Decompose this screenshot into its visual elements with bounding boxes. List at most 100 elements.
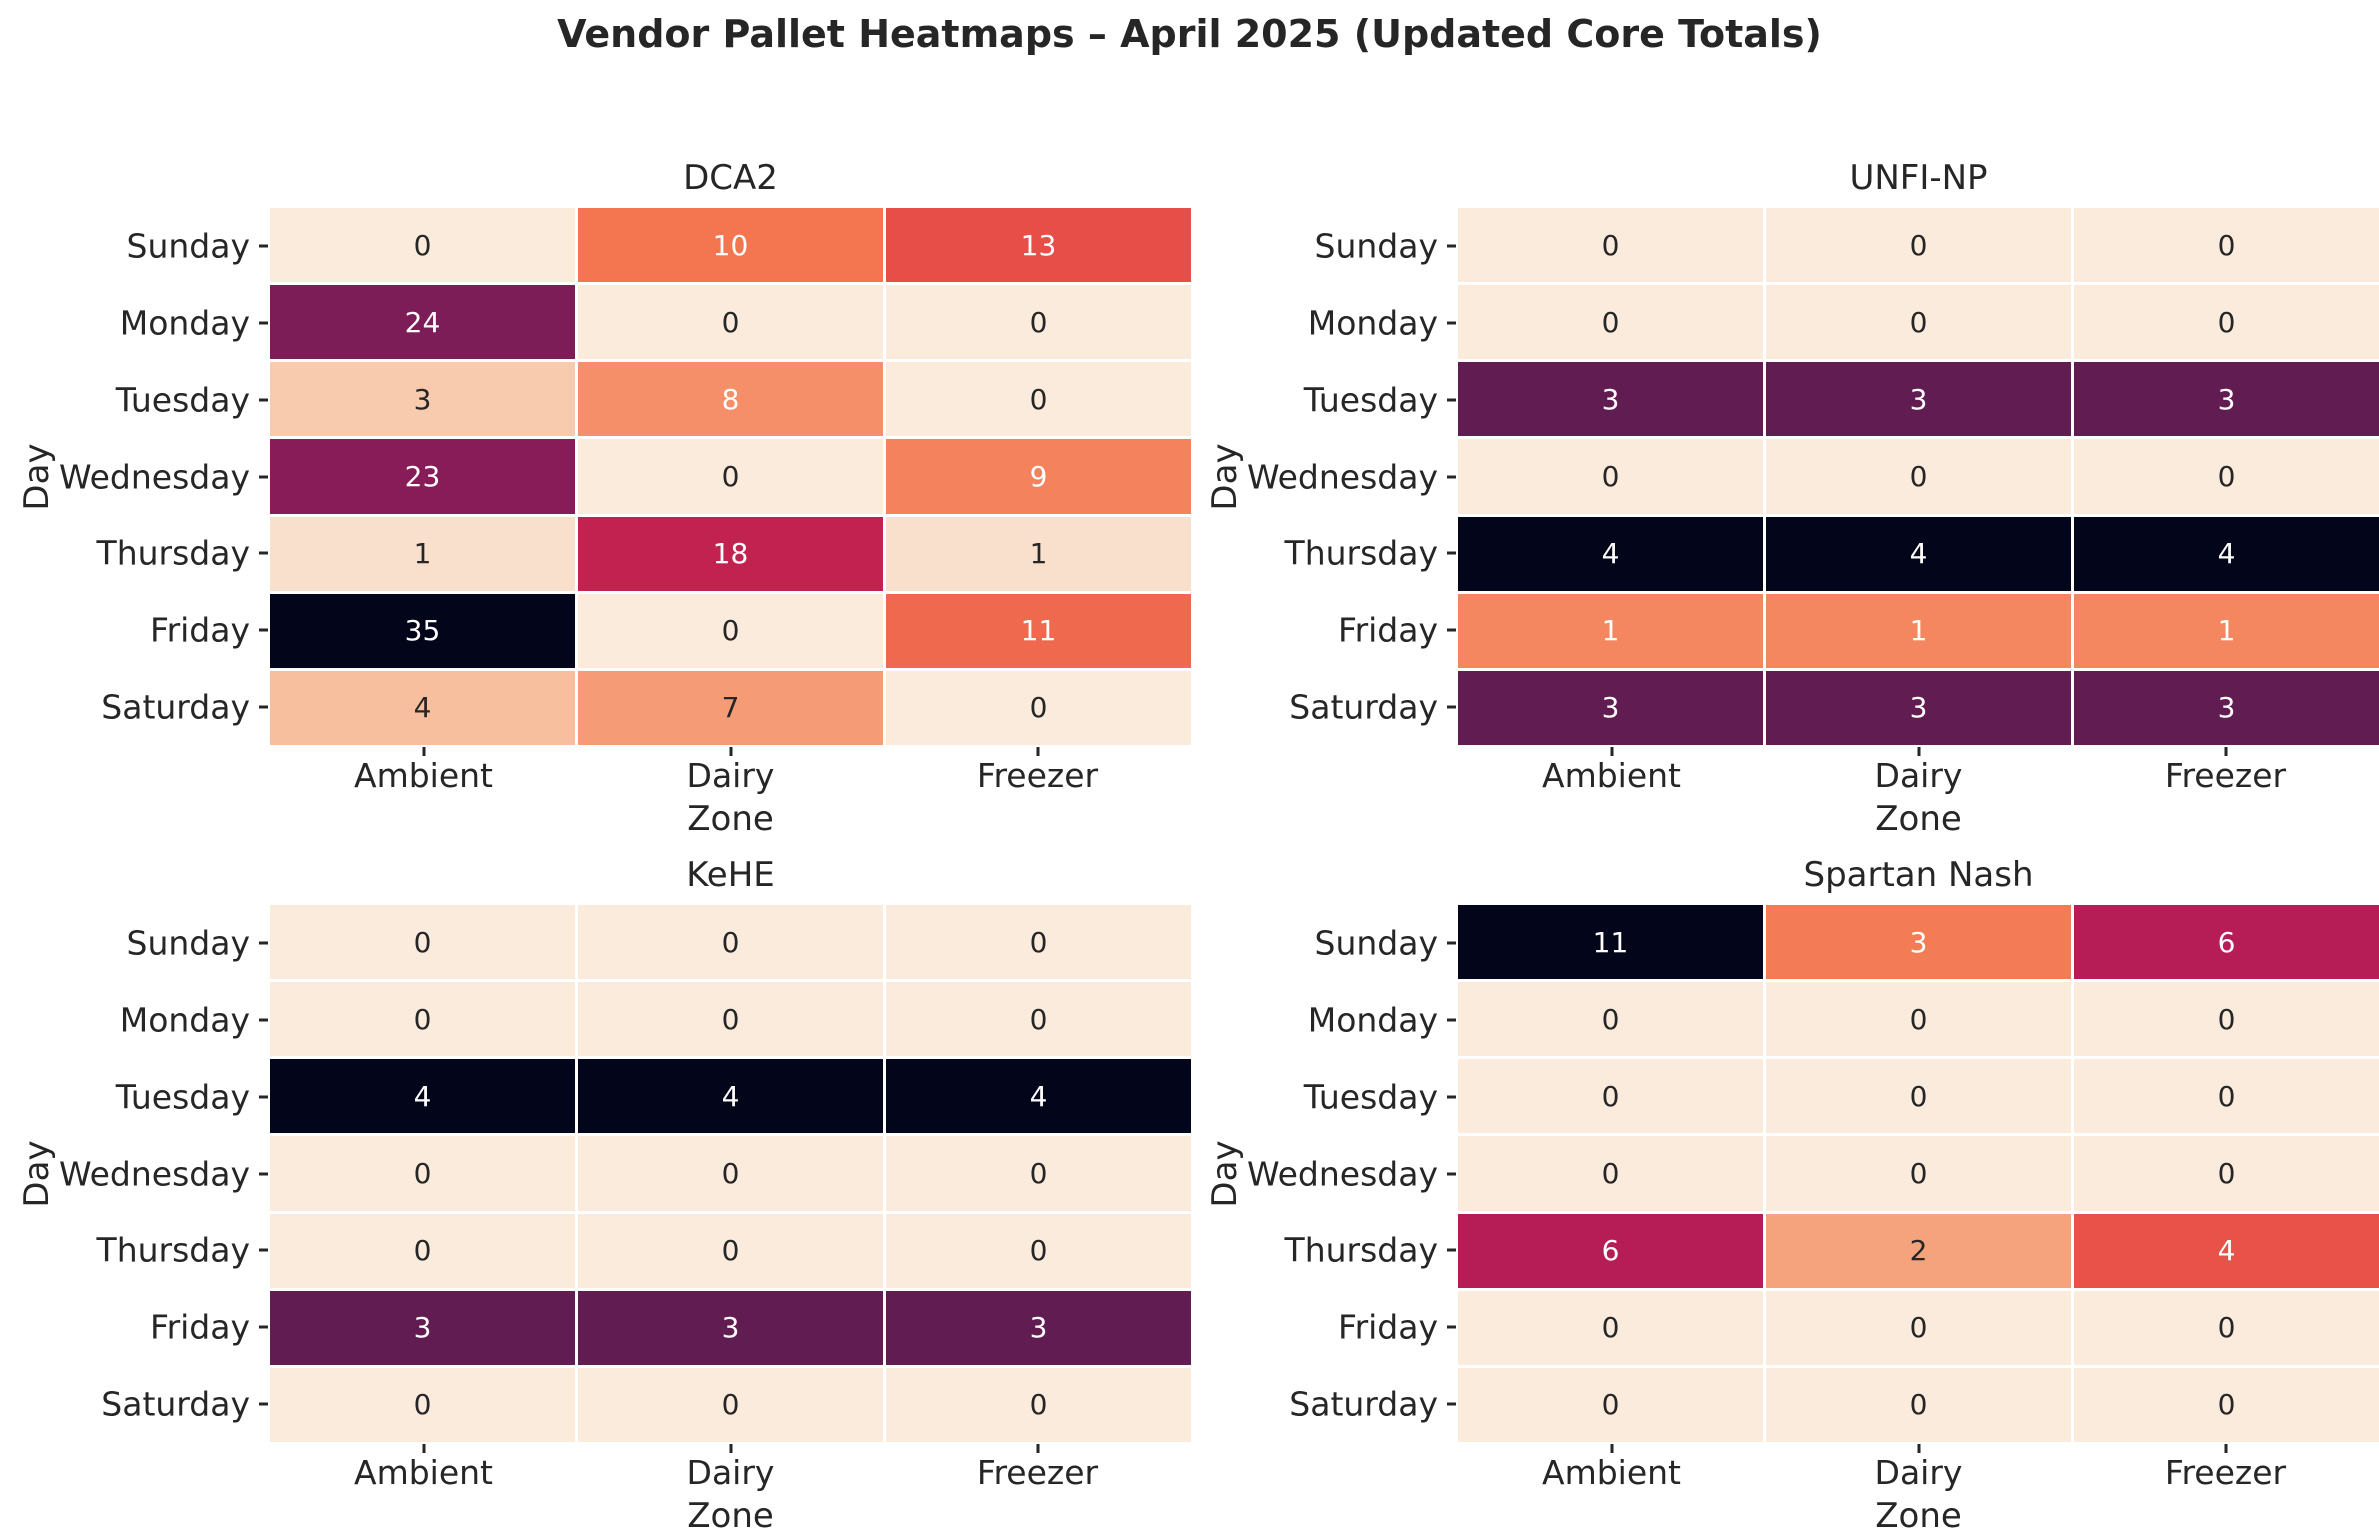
heatmap-cell: 0: [1766, 439, 2071, 514]
y-tick-label: Saturday: [101, 1384, 250, 1424]
y-tick-label: Thursday: [96, 1230, 250, 1270]
y-tick-label: Sunday: [126, 226, 250, 266]
x-axis-label: Zone: [687, 799, 774, 839]
x-tick-mark: [2224, 1444, 2227, 1453]
x-tick-mark: [1610, 747, 1613, 756]
y-tick-mark: [1447, 321, 1456, 325]
y-tick-label: Friday: [149, 610, 250, 650]
heatmap-cell: 0: [2074, 285, 2379, 360]
heatmap-cell: 0: [1766, 1136, 2071, 1211]
y-tick-label: Saturday: [1289, 1384, 1438, 1424]
y-tick-label: Saturday: [1289, 687, 1438, 727]
y-tick-label: Sunday: [126, 923, 250, 963]
heatmap-cell: 0: [1458, 1059, 1763, 1134]
x-tick-label: Freezer: [2164, 1453, 2287, 1492]
y-tick-mark: [1447, 475, 1456, 478]
heatmap-cell: 3: [886, 1290, 1191, 1365]
subplot-title: DCA2: [683, 158, 778, 198]
y-axis-label: Day: [1205, 1139, 1245, 1208]
heatmap-cell: 0: [578, 982, 883, 1057]
y-tick-label: Monday: [1307, 303, 1438, 343]
x-tick-mark: [1036, 747, 1039, 756]
y-tick-mark: [259, 1248, 268, 1252]
y-tick-label: Tuesday: [1303, 380, 1438, 420]
x-tick-label: Freezer: [976, 1453, 1099, 1492]
x-tick-label: Dairy: [686, 1453, 775, 1492]
heatmap-cell: 11: [886, 593, 1191, 668]
heatmap-subplot: Spartan Nash Day 11 3 6 0 0 0 0 0 0 0 0 0 6 2 4 0 0 0 0 0 0 …: [1205, 855, 2379, 1533]
heatmap-cell: 0: [886, 1213, 1191, 1288]
y-tick-label: Friday: [1337, 610, 1438, 650]
y-tick-label: Wednesday: [58, 1154, 250, 1193]
heatmap-cell: 1: [886, 516, 1191, 591]
subplot-title: UNFI-NP: [1849, 158, 1988, 198]
x-tick-mark: [422, 1444, 425, 1453]
x-tick-mark: [422, 747, 425, 756]
y-tick-label: Friday: [149, 1307, 250, 1347]
x-tick-label: Dairy: [1874, 1453, 1963, 1492]
y-tick-label: Tuesday: [115, 380, 250, 420]
heatmap-cell: 0: [1766, 982, 2071, 1057]
y-tick-mark: [1447, 705, 1456, 709]
heatmap-cell: 6: [1458, 1213, 1763, 1288]
heatmap-cell: 3: [2074, 362, 2379, 437]
heatmap-cell: 0: [270, 982, 575, 1057]
heatmap-cell: 0: [1458, 439, 1763, 514]
heatmap-cell: 0: [886, 670, 1191, 745]
figure-title: Vendor Pallet Heatmaps – April 2025 (Upd…: [557, 12, 1822, 56]
y-tick-label: Thursday: [1284, 1230, 1438, 1270]
y-tick-label: Thursday: [1284, 533, 1438, 573]
heatmap-cell: 0: [2074, 208, 2379, 283]
y-tick-mark: [1447, 1018, 1456, 1022]
heatmap-cell: 4: [578, 1059, 883, 1134]
y-tick-mark: [259, 321, 268, 325]
x-tick-label: Ambient: [354, 756, 493, 795]
heatmap-cell: 0: [1766, 208, 2071, 283]
y-axis-label: Day: [17, 442, 57, 511]
heatmap-cell: 0: [2074, 439, 2379, 514]
heatmap-cell: 0: [578, 905, 883, 980]
y-tick-mark: [1447, 1402, 1456, 1406]
heatmap-cell: 4: [1766, 516, 2071, 591]
heatmap-cell: 4: [886, 1059, 1191, 1134]
y-tick-mark: [1447, 941, 1456, 945]
y-tick-mark: [1447, 1325, 1456, 1329]
y-tick-mark: [259, 1172, 268, 1175]
y-tick-mark: [259, 1402, 268, 1406]
x-tick-mark: [1917, 747, 1920, 756]
x-tick-label: Ambient: [1542, 1453, 1681, 1492]
y-tick-mark: [1447, 1172, 1456, 1175]
y-tick-mark: [259, 551, 268, 555]
heatmap-cell: 4: [270, 670, 575, 745]
y-axis-label: Day: [17, 1139, 57, 1208]
heatmap-cell: 0: [886, 982, 1191, 1057]
heatmap-cell: 0: [578, 593, 883, 668]
heatmap-cell: 0: [1458, 1290, 1763, 1365]
y-tick-mark: [259, 705, 268, 709]
heatmap-cell: 0: [2074, 1290, 2379, 1365]
y-tick-label: Saturday: [101, 687, 250, 727]
heatmap-cell: 0: [1766, 285, 2071, 360]
y-tick-mark: [259, 398, 268, 402]
heatmap-cell: 0: [886, 1136, 1191, 1211]
heatmap-cell: 0: [2074, 1059, 2379, 1134]
heatmap-cell: 24: [270, 285, 575, 360]
x-tick-mark: [1917, 1444, 1920, 1453]
heatmap-cell: 0: [1766, 1059, 2071, 1134]
heatmap-cell: 4: [1458, 516, 1763, 591]
heatmap-grid: 0 10 13 24 0 0 3 8 0 23 0 9 1 18 1 35 0 11 4 7 0: [270, 208, 1191, 745]
x-tick-label: Ambient: [354, 1453, 493, 1492]
heatmap-cell: 0: [578, 1367, 883, 1442]
y-tick-mark: [259, 941, 268, 945]
y-tick-label: Wednesday: [58, 457, 250, 496]
heatmap-cell: 0: [578, 285, 883, 360]
heatmap-cell: 6: [2074, 905, 2379, 980]
y-tick-mark: [259, 1325, 268, 1329]
x-tick-label: Freezer: [976, 756, 1099, 795]
heatmap-cell: 0: [1458, 285, 1763, 360]
x-tick-mark: [1036, 1444, 1039, 1453]
heatmap-cell: 35: [270, 593, 575, 668]
